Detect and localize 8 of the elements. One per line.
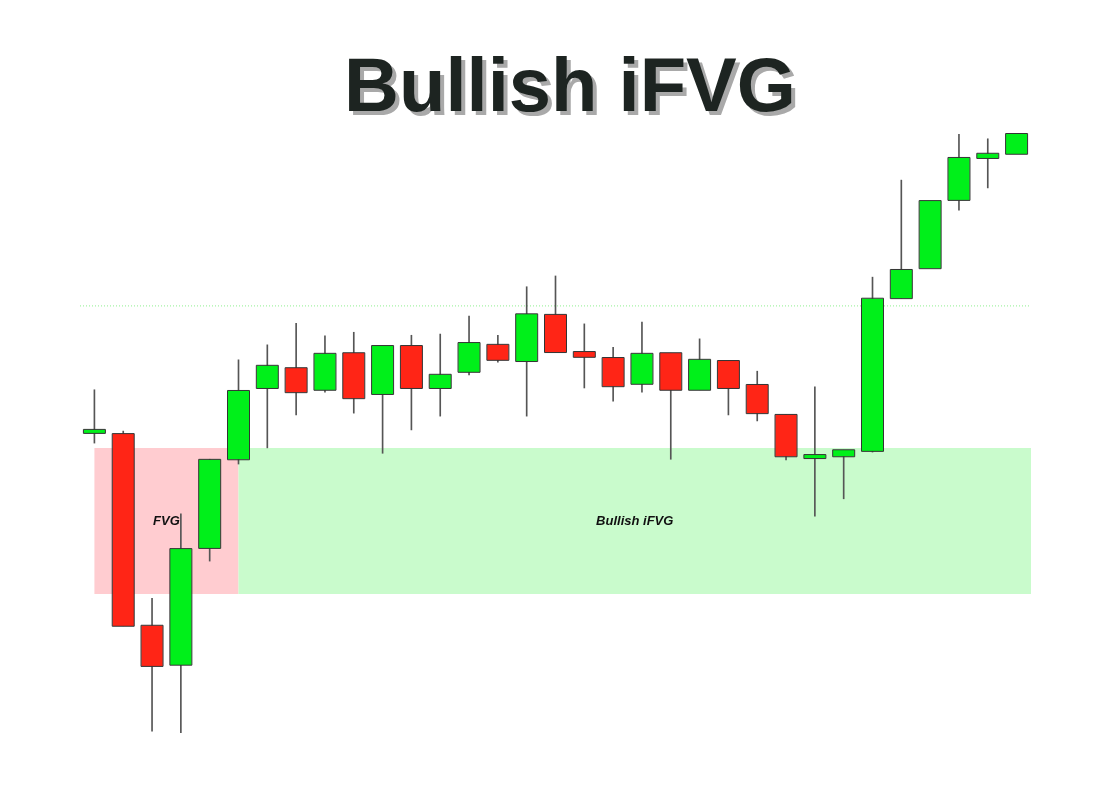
band-label: FVG (153, 512, 180, 528)
chart-title: Bullish iFVG (344, 42, 796, 127)
candlestick (428, 333, 452, 417)
candlestick (889, 179, 913, 300)
candlestick (255, 344, 279, 449)
candlestick (1005, 133, 1029, 155)
band-label: Bullish iFVG (596, 512, 674, 528)
candlestick (918, 200, 942, 270)
